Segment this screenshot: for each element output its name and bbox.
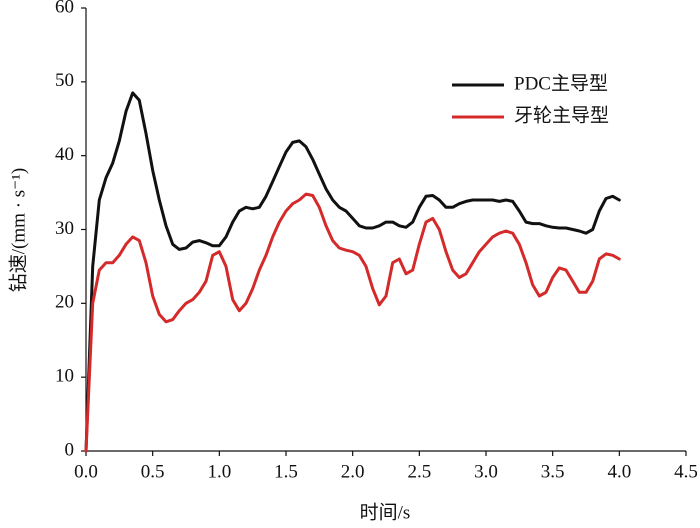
x-tick-label: 3.5 [541,461,565,482]
x-tick-label: 4.5 [674,461,698,482]
x-tick-label: 1.0 [207,461,231,482]
x-tick-label: 4.0 [607,461,631,482]
series-line [84,91,621,453]
y-tick-label: 20 [55,292,74,313]
y-tick-label: 10 [55,366,74,387]
legend-label: 牙轮主导型 [514,104,609,126]
x-tick-label: 3.0 [474,461,498,482]
y-tick-label: 0 [65,439,75,460]
y-tick-label: 30 [55,218,74,239]
x-tick-label: 2.0 [341,461,365,482]
y-axis-label: 钻速/(mm · s⁻¹) [7,168,29,292]
legend-label: PDC主导型 [514,72,608,94]
x-tick-label: 0.5 [141,461,165,482]
x-tick-label: 1.5 [274,461,298,482]
y-tick-label: 60 [55,0,74,17]
y-tick-label: 50 [55,70,74,91]
x-axis-label: 时间/s [360,501,411,523]
y-tick-label: 40 [55,144,74,165]
series-line [84,192,621,453]
x-tick-label: 2.5 [407,461,431,482]
x-tick-label: 0.0 [74,461,98,482]
